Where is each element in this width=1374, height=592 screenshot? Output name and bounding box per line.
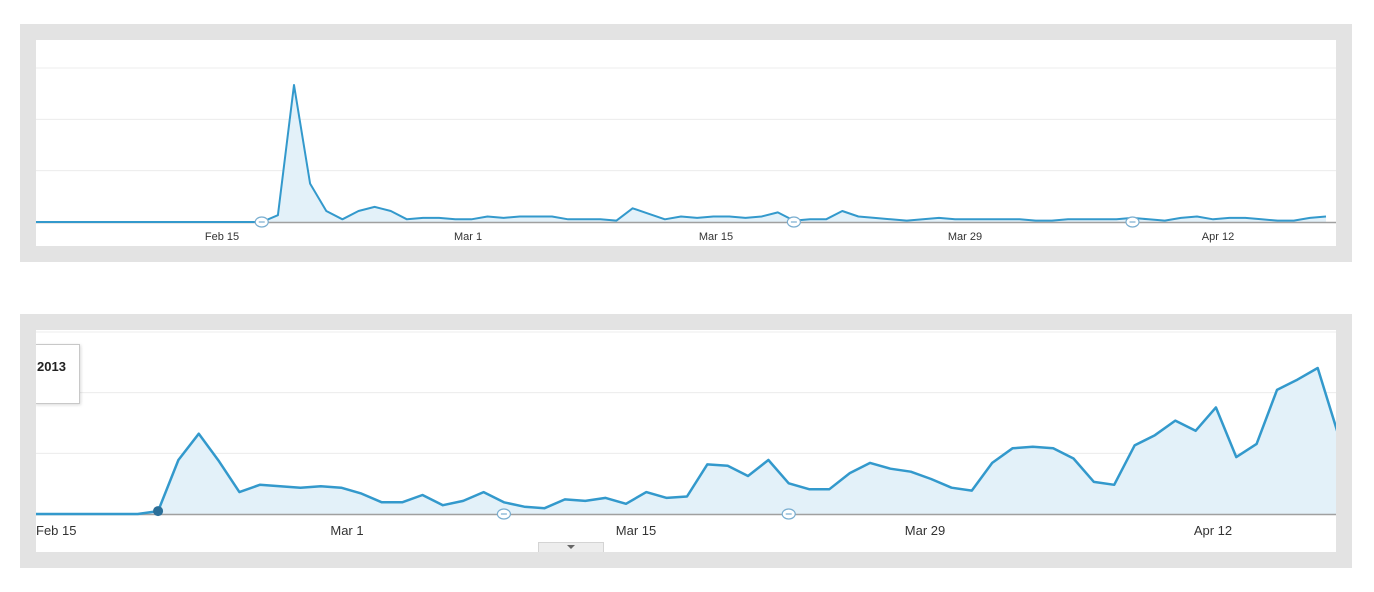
chevron-down-icon xyxy=(567,545,575,549)
top-area-chart: Feb 15 Mar 1 Mar 15 Mar 29 Apr 12 xyxy=(36,67,1336,243)
tooltip-year: 2013 xyxy=(37,359,66,374)
x-tick-label: Apr 12 xyxy=(1194,523,1232,538)
date-tooltip: 2013 xyxy=(36,344,80,404)
annotation-marker[interactable] xyxy=(786,216,801,228)
x-tick-label: Mar 15 xyxy=(616,523,656,538)
annotation-marker[interactable] xyxy=(1125,216,1140,228)
annotation-marker[interactable] xyxy=(254,216,269,228)
x-tick-label: Mar 1 xyxy=(454,231,482,243)
data-point[interactable] xyxy=(153,506,164,517)
bottom-chart-panel: Feb 15 Mar 1 Mar 15 Mar 29 Apr 12 2013 xyxy=(20,314,1352,568)
bottom-chart-area: Feb 15 Mar 1 Mar 15 Mar 29 Apr 12 2013 xyxy=(36,330,1336,552)
series-area xyxy=(36,85,1326,222)
bottom-area-chart: Feb 15 Mar 1 Mar 15 Mar 29 Apr 12 xyxy=(36,331,1336,538)
x-tick-label: Mar 15 xyxy=(699,231,733,243)
top-chart-area: Feb 15 Mar 1 Mar 15 Mar 29 Apr 12 xyxy=(36,40,1336,246)
series-line xyxy=(36,366,1336,516)
x-tick-label: Mar 29 xyxy=(905,523,945,538)
top-chart-panel: Feb 15 Mar 1 Mar 15 Mar 29 Apr 12 xyxy=(20,24,1352,262)
x-tick-label: Apr 12 xyxy=(1202,231,1234,243)
x-tick-label: Feb 15 xyxy=(36,523,76,538)
x-tick-label: Mar 29 xyxy=(948,231,982,243)
annotation-marker[interactable] xyxy=(781,508,796,520)
x-tick-label: Feb 15 xyxy=(205,231,239,243)
expand-drawer-tab[interactable] xyxy=(538,542,604,552)
series-area xyxy=(36,368,1336,514)
annotation-marker[interactable] xyxy=(496,508,512,520)
series-line xyxy=(36,84,1327,223)
x-tick-label: Mar 1 xyxy=(330,523,363,538)
